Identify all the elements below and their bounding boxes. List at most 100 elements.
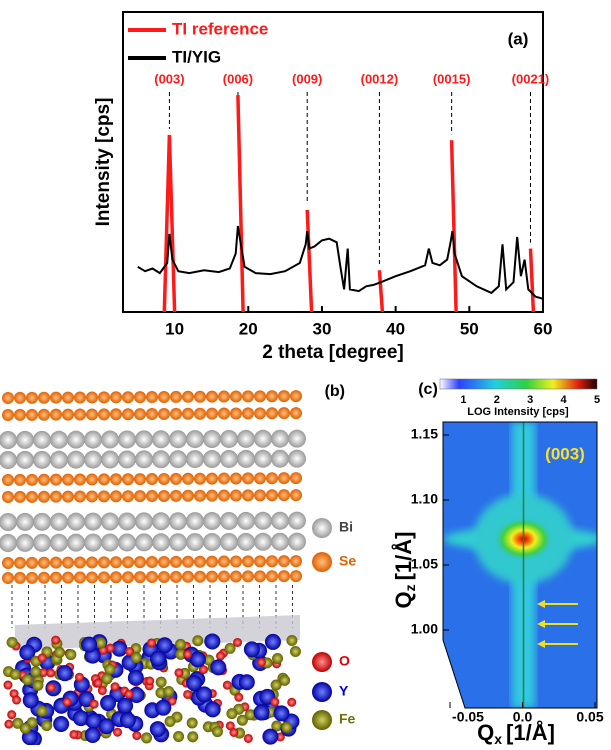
atom (278, 390, 290, 403)
axis-label: Qz [1/Å] (390, 531, 418, 608)
atom (50, 391, 62, 404)
peak-label: (0012) (361, 71, 399, 86)
atom (290, 472, 302, 485)
panel-c: 1 2 3 4 5 LOG Intensity [cps] (c) (003) 1.00 1.05… (390, 378, 604, 747)
atom (9, 668, 21, 680)
atom (101, 533, 119, 552)
x-tick-label: 10 (165, 319, 184, 338)
atom (122, 490, 134, 503)
atom (270, 679, 282, 691)
atom (4, 719, 14, 729)
atom (98, 391, 110, 404)
atom (84, 450, 102, 469)
atom (122, 571, 134, 584)
atom (19, 644, 36, 661)
atom (105, 643, 115, 653)
atom (182, 407, 194, 420)
atom (152, 533, 170, 552)
atom (266, 489, 278, 502)
atom (67, 533, 85, 552)
atom (145, 676, 155, 686)
atom (97, 686, 107, 696)
atom (218, 407, 230, 420)
atom (238, 674, 255, 691)
atom (84, 727, 101, 744)
atom (254, 555, 266, 568)
atom (194, 555, 206, 568)
atom (110, 682, 120, 692)
atom (278, 407, 290, 420)
atom (74, 473, 86, 486)
legend-atom (312, 682, 332, 702)
atom (16, 450, 34, 469)
atom (14, 571, 26, 584)
atom (237, 449, 255, 468)
atom (237, 429, 255, 448)
colorbar-tick-label: 2 (494, 394, 500, 406)
atom (36, 705, 48, 717)
atom (230, 407, 242, 420)
atom (278, 489, 290, 502)
atom (169, 533, 187, 552)
atom (117, 697, 134, 714)
atom (170, 570, 182, 583)
atom (135, 450, 153, 469)
atom (254, 407, 266, 420)
atom (67, 512, 85, 531)
atom (146, 408, 158, 421)
legend-label: TI reference (172, 19, 268, 38)
atom (152, 430, 170, 449)
atom (85, 712, 102, 729)
axis-symbol: Q (391, 591, 416, 608)
map-image (443, 422, 597, 708)
atom (16, 512, 34, 531)
atom (211, 726, 223, 738)
atom (220, 429, 238, 448)
atom (243, 641, 260, 658)
atom (271, 720, 283, 732)
atom (206, 472, 218, 485)
x-axis-label: 2 theta [degree] (262, 342, 403, 363)
atom (290, 407, 302, 420)
atom (158, 472, 170, 485)
atom (95, 637, 107, 649)
atom (150, 650, 167, 667)
atom (134, 408, 146, 421)
atom (174, 668, 184, 678)
axis-symbol: Q (477, 720, 494, 745)
panel-a: 10 20 30 40 50 60 2 theta [degree] Intensity [c… (93, 11, 553, 363)
series-line (377, 270, 385, 312)
atom (206, 555, 218, 568)
atom (186, 512, 204, 531)
atom (84, 533, 102, 552)
atom (229, 727, 239, 737)
atom (26, 473, 38, 486)
atom (98, 473, 110, 486)
legend-label: Se (339, 553, 356, 569)
atom (220, 449, 238, 468)
series-line (162, 134, 177, 312)
atom (187, 731, 199, 743)
atom (194, 390, 206, 403)
atom (204, 701, 221, 718)
x-tick-label: 60 (534, 319, 553, 338)
atom (170, 472, 182, 485)
atom (237, 511, 255, 530)
plot-frame (122, 11, 544, 313)
atom (33, 430, 51, 449)
atom (14, 490, 26, 503)
atom (158, 407, 170, 420)
atom (164, 715, 176, 727)
legend-label: O (339, 653, 350, 669)
panel-label: (b) (325, 383, 345, 400)
atom (224, 642, 236, 654)
atom (86, 473, 98, 486)
atom (134, 571, 146, 584)
atom (110, 571, 122, 584)
atom (93, 678, 103, 688)
atom (242, 489, 254, 502)
atom (156, 637, 173, 654)
atom (2, 491, 14, 503)
atom (135, 430, 153, 449)
colorbar-tick-label: 1 (460, 394, 466, 406)
